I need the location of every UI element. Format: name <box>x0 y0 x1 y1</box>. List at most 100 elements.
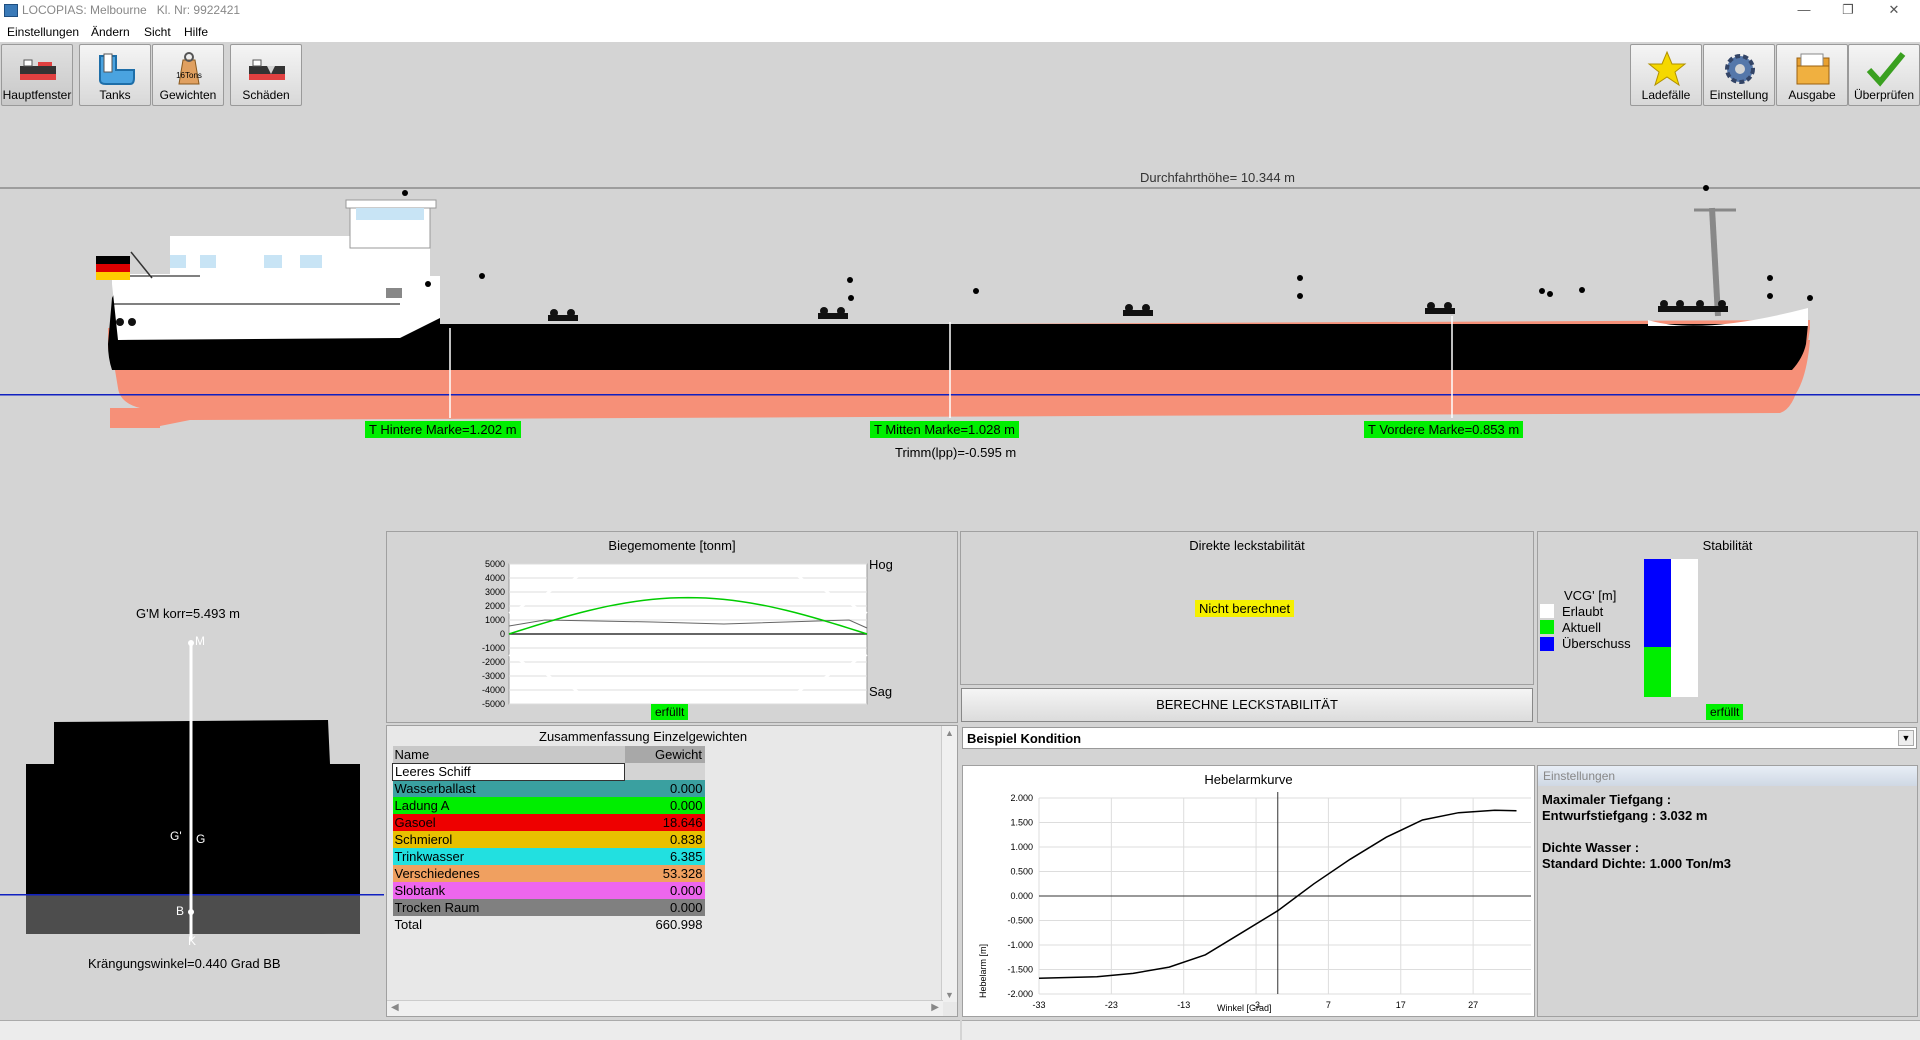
toolbar-label: Ladefälle <box>1641 88 1691 102</box>
weight-value: 0.000 <box>624 882 705 899</box>
superstructure <box>112 236 440 340</box>
star-icon <box>1647 50 1687 87</box>
col-weight-header: Gewicht <box>624 746 705 763</box>
weights-row[interactable]: Total 660.998 <box>392 916 705 933</box>
ladefaelle-button[interactable]: Ladefälle <box>1630 44 1702 106</box>
legend-aktuell-label: Aktuell <box>1562 620 1602 635</box>
weights-title: Zusammenfassung Einzelgewichten <box>539 729 748 744</box>
weight-value: 0.838 <box>624 831 705 848</box>
legend-erlaubt-label: Erlaubt <box>1562 604 1604 619</box>
condition-select[interactable]: Beispiel Kondition ▼ <box>962 727 1917 749</box>
scroll-up-arrow[interactable]: ▲ <box>945 728 954 738</box>
stability-status: erfüllt <box>1706 704 1744 720</box>
bending-moment-chart: 5000 4000 3000 2000 1000 0 -1000 -2000 -3000 -400… <box>482 559 868 709</box>
menu-sicht[interactable]: Sicht <box>144 25 171 39</box>
gz-ytick: 0.000 <box>1010 891 1033 901</box>
toolbar-label: Gewichten <box>159 88 217 102</box>
weights-horizontal-scrollbar[interactable]: ◀ ▶ <box>387 1000 943 1016</box>
ueberpruefen-button[interactable]: Überprüfen <box>1848 44 1920 106</box>
hog-label: Hog <box>869 557 893 572</box>
tanks-icon <box>99 53 135 85</box>
menu-bar: Einstellungen Ändern Sicht Hilfe <box>0 22 1920 42</box>
gz-xtick: -13 <box>1177 1000 1190 1010</box>
calculate-damage-button[interactable]: BERECHNE LECKSTABILITÄT <box>961 688 1533 722</box>
gz-ytick: -1.000 <box>1007 940 1033 950</box>
weights-row[interactable]: Wasserballast 0.000 <box>392 780 705 797</box>
settings-panel: Einstellungen Maximaler Tiefgang : Entwu… <box>1537 765 1918 1017</box>
gm-label: G'M korr=5.493 m <box>136 606 240 621</box>
weight-name: Ladung A <box>392 797 625 814</box>
title-bar: LOCOPIAS: Melbourne Kl. Nr: 9922421 — ❐ … <box>0 0 1920 22</box>
bending-limit-line <box>508 574 868 614</box>
ship-profile-view: Durchfahrthöhe= 10.344 m T Hintere Marke… <box>0 108 1920 528</box>
weights-row[interactable]: Slobtank 0.000 <box>392 882 705 899</box>
waterline <box>0 394 1920 396</box>
close-button[interactable]: ✕ <box>1888 2 1900 17</box>
trim-label: Trimm(lpp)=-0.595 m <box>895 445 1017 460</box>
minimize-button[interactable]: — <box>1797 2 1811 17</box>
hauptfenster-button[interactable]: Hauptfenster <box>1 44 73 106</box>
legend-erlaubt-swatch <box>1540 604 1554 618</box>
vcg-bar <box>1644 559 1698 697</box>
tanks-button[interactable]: Tanks <box>79 44 151 106</box>
bow-deck <box>1648 308 1808 326</box>
weight-value: 6.385 <box>624 848 705 865</box>
settings-header: Einstellungen <box>1538 766 1917 786</box>
vcg-legend-title: VCG' [m] <box>1564 588 1617 603</box>
g-prime-label: G' <box>170 829 182 843</box>
menu-einstellungen[interactable]: Einstellungen <box>7 25 80 39</box>
weight-value: 0.000 <box>624 899 705 916</box>
damaged-ship-icon <box>249 59 285 80</box>
weight-name: Trocken Raum <box>392 899 625 916</box>
weight-icon: 16Tons <box>176 52 202 85</box>
bending-title: Biegemomente [tonm] <box>608 538 736 553</box>
stability-panel: Stabilität VCG' [m] Erlaubt Aktuell Über… <box>1537 531 1918 723</box>
weights-row[interactable]: Ladung A 0.000 <box>392 797 705 814</box>
menu-hilfe[interactable]: Hilfe <box>184 25 209 39</box>
schaeden-button[interactable]: Schäden <box>230 44 302 106</box>
weights-row[interactable]: Trinkwasser 6.385 <box>392 848 705 865</box>
weights-row[interactable]: Trocken Raum 0.000 <box>392 899 705 916</box>
waypoint-dots <box>402 185 1813 301</box>
gz-xtick: 17 <box>1396 1000 1406 1010</box>
weights-row[interactable]: Leeres Schiff <box>392 762 705 781</box>
weights-row[interactable]: Verschiedenes 53.328 <box>392 865 705 882</box>
bending-ytick: 0 <box>500 629 505 639</box>
ship-profile-drawing <box>0 185 1920 428</box>
window-title: LOCOPIAS: Melbourne Kl. Nr: 9922421 <box>22 3 241 17</box>
gewichten-button[interactable]: 16Tons Gewichten <box>152 44 224 106</box>
toolbar-label: Ausgabe <box>1788 88 1836 102</box>
settings-header-label: Einstellungen <box>1543 769 1616 783</box>
weights-row[interactable]: Gasoel 18.646 <box>392 814 705 831</box>
scroll-right-arrow[interactable]: ▶ <box>931 1002 939 1013</box>
weight-name: Leeres Schiff <box>392 762 625 781</box>
weight-value <box>624 763 705 780</box>
gz-xtick: 7 <box>1326 1000 1331 1010</box>
einstellung-button[interactable]: Einstellung <box>1703 44 1775 106</box>
maximize-button[interactable]: ❐ <box>1842 2 1854 17</box>
m-label: M <box>195 634 205 648</box>
bending-ytick: 1000 <box>485 615 505 625</box>
folder-icon <box>1796 53 1830 85</box>
bending-ytick: 4000 <box>485 573 505 583</box>
ausgabe-button[interactable]: Ausgabe <box>1776 44 1848 106</box>
legend-ueberschuss-label: Überschuss <box>1562 636 1631 651</box>
g-label: G <box>196 832 206 846</box>
toolbar-label: Überprüfen <box>1853 88 1915 102</box>
weights-row[interactable]: Schmierol 0.838 <box>392 831 705 848</box>
gz-ytick: -2.000 <box>1007 989 1033 999</box>
weight-name: Trinkwasser <box>392 848 625 865</box>
gz-xtick: 27 <box>1468 1000 1478 1010</box>
bending-moment-panel: Biegemomente [tonm] 5000 4000 3000 2000 1000… <box>386 531 958 723</box>
weights-vertical-scrollbar[interactable]: ▲ ▼ <box>941 726 957 1002</box>
gz-xtick: -3 <box>1252 1000 1260 1010</box>
bending-hull-outline <box>508 619 868 629</box>
chevron-down-icon[interactable]: ▼ <box>1898 730 1914 746</box>
scroll-down-arrow[interactable]: ▼ <box>945 990 954 1000</box>
menu-aendern[interactable]: Ändern <box>91 25 130 39</box>
damage-stability-panel: Direkte leckstabilität Nicht berechnet <box>960 531 1534 685</box>
bending-ytick: -1000 <box>482 643 505 653</box>
scroll-left-arrow[interactable]: ◀ <box>391 1002 399 1013</box>
weight-name: Verschiedenes <box>392 865 625 882</box>
bow-mast <box>1709 207 1721 317</box>
